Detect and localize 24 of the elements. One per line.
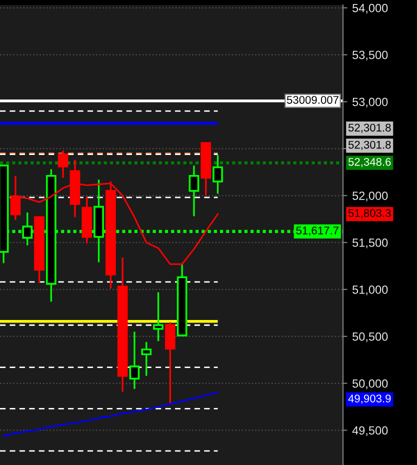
text: 49,903.9 bbox=[348, 394, 391, 404]
y-tick-label: 53,000 bbox=[352, 98, 388, 108]
line-series bbox=[2, 392, 219, 437]
ref-line-label: 52,348.6 bbox=[348, 158, 391, 168]
text: 52,301.8 bbox=[348, 140, 391, 150]
text: 51,803.3 bbox=[348, 209, 391, 218]
candlestick bbox=[141, 341, 152, 377]
candlestick bbox=[129, 330, 140, 390]
candlestick bbox=[164, 321, 176, 404]
candlestick bbox=[58, 150, 68, 179]
text: 52,301.8 bbox=[348, 124, 391, 133]
y-tick-label: 52,000 bbox=[352, 192, 388, 202]
candlestick bbox=[153, 291, 164, 342]
ref-line-label: 53009.007 bbox=[286, 96, 338, 104]
y-tick-label: 50,000 bbox=[352, 379, 388, 390]
y-tick-label: 51,500 bbox=[352, 238, 388, 248]
y-tick-label: 54,000 bbox=[352, 4, 388, 14]
y-tick-label: 53,500 bbox=[352, 50, 388, 61]
ref-line-label: 51,617.7 bbox=[296, 226, 338, 236]
candlestick bbox=[212, 154, 223, 195]
y-tick-label: 51,000 bbox=[352, 285, 388, 296]
candlestick bbox=[188, 164, 200, 218]
y-tick-label: 50,500 bbox=[352, 332, 388, 342]
y-tick-label: 49,500 bbox=[352, 426, 388, 436]
